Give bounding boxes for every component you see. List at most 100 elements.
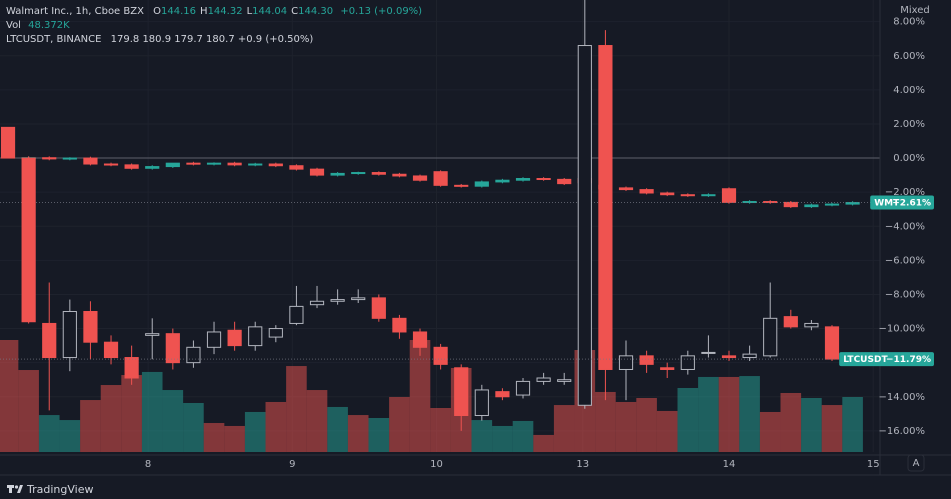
- candle-body: [639, 355, 654, 365]
- volume-bar: [265, 401, 287, 452]
- candle-body: [227, 162, 242, 166]
- volume-bar: [677, 387, 699, 452]
- volume-bar: [636, 397, 657, 452]
- y-tick-label: −10.00%: [878, 324, 925, 335]
- volume-bar: [18, 370, 39, 452]
- candle-body: [309, 300, 325, 306]
- candle-body: [763, 201, 778, 204]
- ohlc-value: 144.16: [161, 6, 196, 17]
- candle-body: [21, 157, 36, 323]
- candle-body: [0, 126, 16, 159]
- candle-body: [536, 178, 551, 181]
- volume-bar: [471, 420, 493, 452]
- volume-bar: [347, 415, 369, 452]
- candle-body: [186, 162, 201, 165]
- candle-body: [721, 355, 737, 359]
- volume-bar: [162, 390, 184, 452]
- candle-body: [103, 341, 119, 359]
- volume-bar: [121, 375, 142, 452]
- volume-bar: [306, 390, 328, 452]
- volume-bar: [38, 415, 60, 452]
- candle-body: [680, 355, 695, 370]
- candle-body: [660, 192, 675, 196]
- candle-body: [618, 355, 634, 370]
- compare-values: 179.8 180.9 179.7 180.7 +0.9 (+0.50%): [111, 34, 314, 45]
- volume-bar: [224, 425, 245, 452]
- volume-bar: [780, 392, 802, 452]
- y-tick-label: 6.00%: [893, 51, 925, 62]
- candle-body: [515, 380, 531, 396]
- brand-name: TradingView: [26, 483, 93, 496]
- y-tick-label: 8.00%: [893, 17, 925, 28]
- volume-bar: [389, 396, 410, 452]
- volume-bar: [141, 371, 163, 452]
- volume-bar: [203, 423, 225, 452]
- volume-bar: [759, 411, 781, 452]
- candle-body: [248, 326, 263, 347]
- candle-body: [557, 178, 572, 185]
- candle-body: [351, 172, 366, 175]
- candle-body: [577, 45, 592, 406]
- candle-body: [268, 163, 283, 167]
- volume-bar: [615, 401, 637, 452]
- scale-mode[interactable]: Mixed: [900, 5, 930, 16]
- candle-body: [330, 299, 345, 302]
- volume-bar: [821, 405, 843, 452]
- candle-body: [680, 194, 695, 197]
- candle-body: [165, 333, 180, 364]
- ohlc-value: 144.04: [252, 6, 287, 17]
- y-tick-label: 0.00%: [893, 153, 925, 164]
- ohlc-key: H: [200, 6, 208, 17]
- candle-body: [83, 157, 98, 165]
- volume-bar: [512, 420, 534, 452]
- volume-bar: [533, 434, 554, 452]
- volume-bar: [0, 340, 19, 452]
- legend-title: Walmart Inc., 1h, Cboe BZX: [6, 6, 144, 17]
- candle-body: [557, 379, 572, 382]
- volume-bar: [739, 376, 760, 452]
- candle-body: [42, 157, 57, 160]
- legend-compare: LTCUSDT, BINANCE 179.8 180.9 179.7 180.7…: [6, 34, 313, 45]
- candle-body: [495, 179, 510, 183]
- x-tick-label: 14: [723, 459, 736, 470]
- auto-button[interactable]: [907, 454, 925, 472]
- candle-body: [206, 331, 222, 348]
- volume-bar: [698, 376, 719, 452]
- ohlc-value: 144.30: [298, 6, 333, 17]
- volume-bar: [286, 366, 307, 452]
- candle-body: [371, 172, 386, 175]
- candle-body: [474, 181, 489, 187]
- candle-body: [783, 201, 798, 208]
- volume-bar: [409, 340, 431, 452]
- candle-body: [824, 203, 840, 206]
- candle-body: [62, 157, 77, 160]
- legend-main: Walmart Inc., 1h, Cboe BZX O144.16 H144.3…: [6, 6, 422, 17]
- candle-body: [268, 328, 283, 338]
- candle-body: [763, 317, 778, 357]
- candle-body: [186, 346, 201, 364]
- candle-body: [289, 305, 304, 324]
- candle-body: [124, 357, 139, 379]
- legend-change: +0.13 (+0.09%): [340, 6, 422, 17]
- candle-body: [701, 194, 716, 197]
- y-tick-label: −4.00%: [885, 221, 925, 232]
- candle-body: [42, 322, 57, 359]
- candle-body: [474, 389, 489, 417]
- candle-body: [742, 353, 757, 359]
- candle-body: [783, 316, 798, 328]
- compare-title: LTCUSDT, BINANCE: [6, 34, 101, 45]
- volume-bar: [553, 405, 575, 452]
- candle-body: [227, 329, 242, 347]
- candle-body: [433, 346, 448, 365]
- x-tick-label: 8: [145, 459, 151, 470]
- last-value-badge: [839, 352, 934, 367]
- auto-button-label[interactable]: A: [913, 458, 920, 469]
- candle-body: [495, 391, 510, 398]
- y-tick-label: 4.00%: [893, 85, 925, 96]
- candle-body: [804, 322, 819, 328]
- candle-body: [145, 166, 160, 169]
- volume-bar: [327, 406, 348, 452]
- ohlc-key: L: [247, 6, 253, 17]
- volume-bar: [595, 391, 616, 452]
